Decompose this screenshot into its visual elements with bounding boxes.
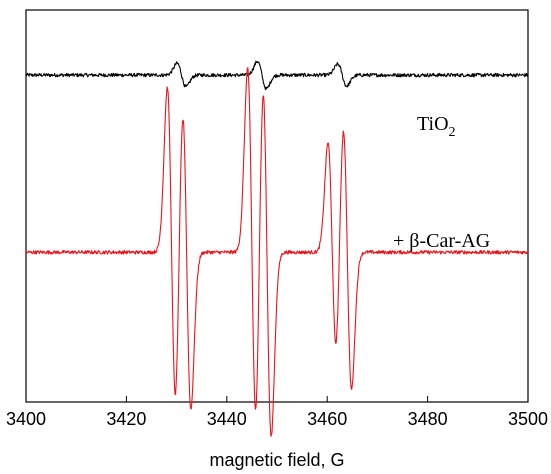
series-layer <box>25 60 529 437</box>
x-tick-label: 3440 <box>207 409 247 429</box>
plot-frame <box>25 9 529 403</box>
x-tick-label: 3420 <box>106 409 146 429</box>
x-axis-ticks: 3400 3420 3440 3460 3480 3500 <box>6 396 548 429</box>
carotenoid-annotation: + β-Car-AG <box>393 230 490 252</box>
tio2-annotation: TiO2 <box>417 113 456 140</box>
series-line-tio2-carotenoid <box>25 67 529 437</box>
x-tick-label: 3500 <box>508 409 548 429</box>
series-line-tio2 <box>25 60 529 91</box>
x-tick-label: 3400 <box>6 409 46 429</box>
x-axis-title: magnetic field, G <box>209 450 344 470</box>
x-tick-label: 3480 <box>408 409 448 429</box>
x-tick-label: 3460 <box>307 409 347 429</box>
